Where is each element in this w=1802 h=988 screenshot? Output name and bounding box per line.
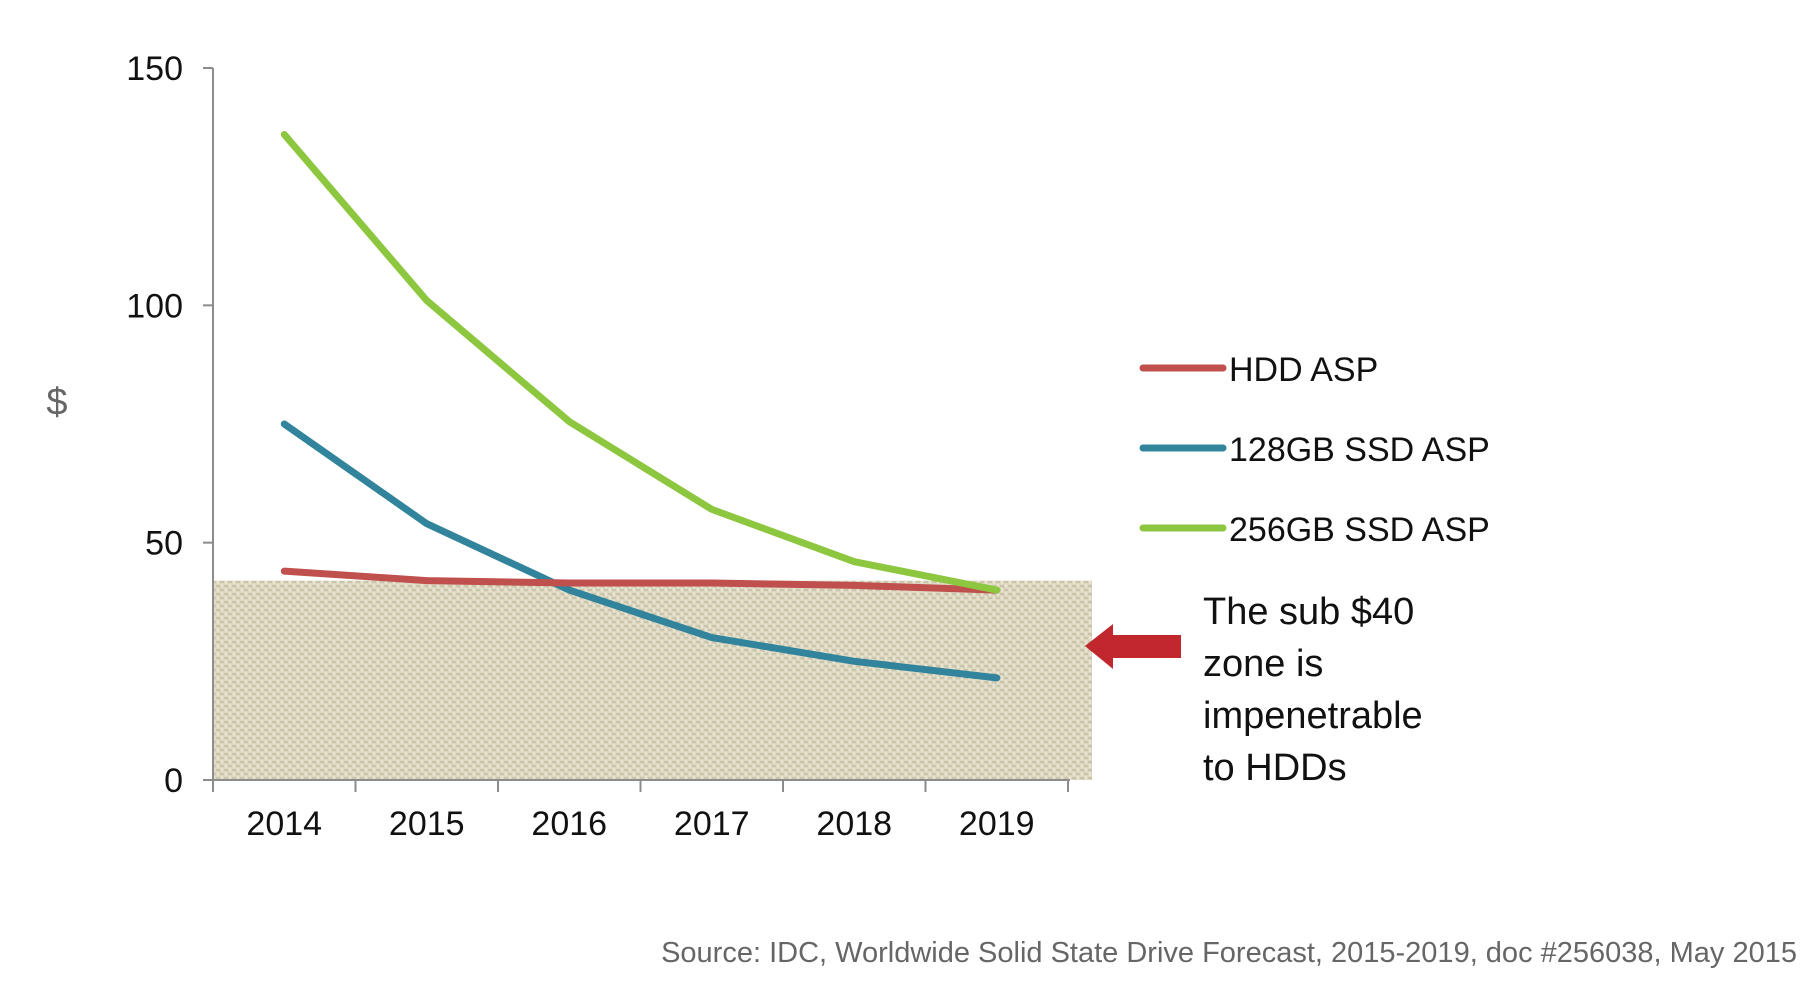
source-note: Source: IDC, Worldwide Solid State Drive… (661, 937, 1797, 969)
y-tick-label: 0 (164, 762, 183, 800)
legend-label: 128GB SSD ASP (1229, 431, 1490, 469)
annotation: The sub $40 zone is impenetrable to HDDs (1085, 591, 1423, 789)
x-tick-label: 2018 (816, 805, 892, 843)
left-arrow-icon (1085, 624, 1181, 669)
x-tick-label: 2015 (389, 805, 465, 843)
legend-label: HDD ASP (1229, 351, 1378, 389)
x-tick-label: 2019 (959, 805, 1035, 843)
annotation-line-3: impenetrable (1203, 695, 1423, 737)
series-line-2 (280, 131, 1001, 594)
y-axis-title: $ (46, 381, 67, 423)
series-line-0 (280, 567, 1001, 594)
series-line-1 (280, 420, 1001, 682)
annotation-line-2: zone is (1203, 643, 1323, 685)
y-tick-label: 50 (145, 525, 183, 563)
annotation-line-4: to HDDs (1203, 747, 1347, 789)
legend-label: 256GB SSD ASP (1229, 511, 1490, 549)
annotation-line-1: The sub $40 (1203, 591, 1414, 633)
x-tick-label: 2014 (246, 805, 322, 843)
shaded-zone (213, 580, 1092, 780)
y-tick-label: 100 (126, 287, 183, 325)
y-tick-label: 150 (126, 50, 183, 88)
x-tick-label: 2017 (674, 805, 750, 843)
x-tick-label: 2016 (531, 805, 607, 843)
